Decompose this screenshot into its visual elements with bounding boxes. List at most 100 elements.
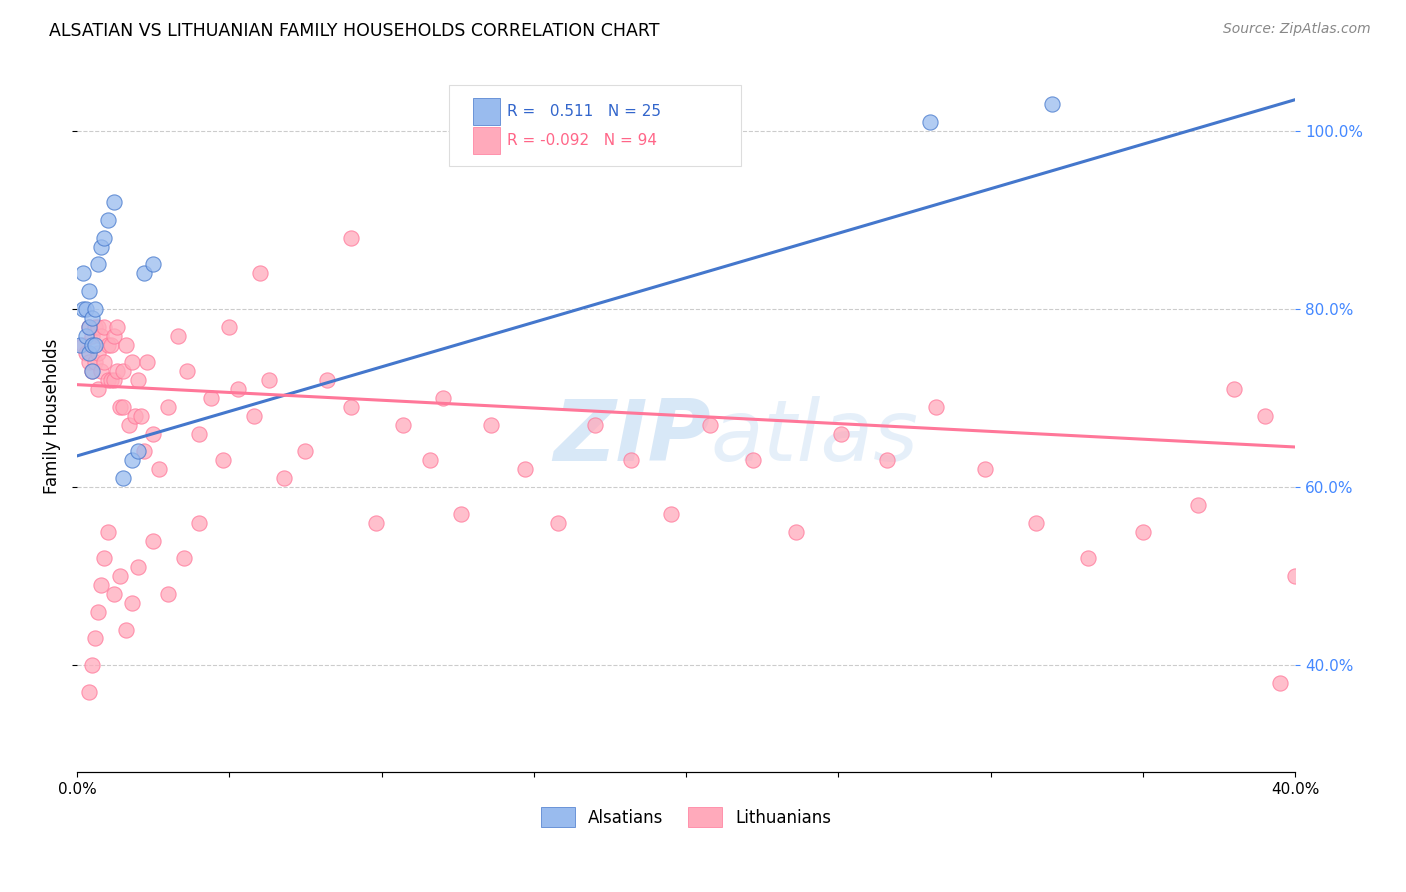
Point	[1223, 382, 1246, 396]
Point	[72, 337, 94, 351]
Text: Source: ZipAtlas.com: Source: ZipAtlas.com	[1223, 22, 1371, 37]
Point	[100, 337, 122, 351]
Point	[419, 453, 441, 467]
Point	[187, 426, 209, 441]
Point	[166, 328, 188, 343]
Point	[1025, 516, 1047, 530]
Point	[82, 328, 104, 343]
Point	[111, 364, 134, 378]
Point	[699, 417, 721, 432]
Point	[84, 337, 107, 351]
Point	[1077, 551, 1099, 566]
Point	[82, 337, 104, 351]
Point	[96, 337, 118, 351]
Point	[1187, 498, 1209, 512]
Point	[103, 373, 125, 387]
Point	[93, 355, 115, 369]
Point	[75, 346, 97, 360]
Point	[392, 417, 415, 432]
Point	[273, 471, 295, 485]
Legend: Alsatians, Lithuanians: Alsatians, Lithuanians	[533, 799, 839, 835]
Point	[100, 373, 122, 387]
Point	[127, 560, 149, 574]
Point	[830, 426, 852, 441]
Point	[69, 337, 91, 351]
Point	[659, 507, 682, 521]
Point	[118, 417, 141, 432]
Point	[242, 409, 264, 423]
Point	[249, 266, 271, 280]
Point	[87, 346, 110, 360]
Point	[111, 471, 134, 485]
Point	[212, 453, 235, 467]
Point	[82, 364, 104, 378]
Point	[583, 417, 606, 432]
Point	[90, 364, 112, 378]
Point	[87, 257, 110, 271]
Point	[72, 301, 94, 316]
Point	[742, 453, 765, 467]
Point	[82, 364, 104, 378]
Y-axis label: Family Households: Family Households	[44, 338, 60, 493]
Point	[257, 373, 280, 387]
Point	[103, 587, 125, 601]
Point	[114, 623, 136, 637]
Point	[72, 266, 94, 280]
Point	[96, 373, 118, 387]
Point	[187, 516, 209, 530]
Text: ALSATIAN VS LITHUANIAN FAMILY HOUSEHOLDS CORRELATION CHART: ALSATIAN VS LITHUANIAN FAMILY HOUSEHOLDS…	[49, 22, 659, 40]
Point	[121, 355, 143, 369]
Point	[77, 319, 100, 334]
Point	[84, 632, 107, 646]
Point	[84, 319, 107, 334]
FancyBboxPatch shape	[449, 85, 741, 167]
Point	[96, 213, 118, 227]
Point	[87, 605, 110, 619]
Point	[228, 382, 250, 396]
Point	[90, 578, 112, 592]
Point	[1254, 409, 1277, 423]
Point	[200, 391, 222, 405]
Point	[142, 533, 165, 548]
Point	[77, 355, 100, 369]
Point	[93, 551, 115, 566]
Point	[82, 310, 104, 325]
Point	[93, 230, 115, 244]
Point	[173, 551, 195, 566]
Point	[124, 409, 146, 423]
Point	[127, 373, 149, 387]
Point	[142, 257, 165, 271]
Point	[1268, 676, 1291, 690]
Point	[103, 328, 125, 343]
Point	[108, 569, 131, 583]
Point	[132, 444, 155, 458]
Point	[148, 462, 170, 476]
Point	[129, 409, 152, 423]
Text: R =   0.511   N = 25: R = 0.511 N = 25	[508, 104, 661, 120]
Point	[547, 516, 569, 530]
Point	[87, 319, 110, 334]
Point	[513, 462, 536, 476]
Point	[121, 596, 143, 610]
Point	[876, 453, 898, 467]
Point	[785, 524, 807, 539]
Point	[315, 373, 337, 387]
Point	[114, 337, 136, 351]
Point	[157, 587, 180, 601]
Point	[364, 516, 387, 530]
Bar	[472, 127, 499, 153]
Point	[1040, 97, 1063, 112]
Point	[294, 444, 316, 458]
Text: R = -0.092   N = 94: R = -0.092 N = 94	[508, 133, 657, 147]
Point	[432, 391, 454, 405]
Point	[925, 400, 948, 414]
Point	[105, 364, 128, 378]
Point	[1284, 569, 1306, 583]
Point	[176, 364, 198, 378]
Text: atlas: atlas	[710, 396, 918, 479]
Point	[121, 453, 143, 467]
Point	[127, 444, 149, 458]
Point	[157, 400, 180, 414]
Point	[450, 507, 472, 521]
Point	[973, 462, 995, 476]
